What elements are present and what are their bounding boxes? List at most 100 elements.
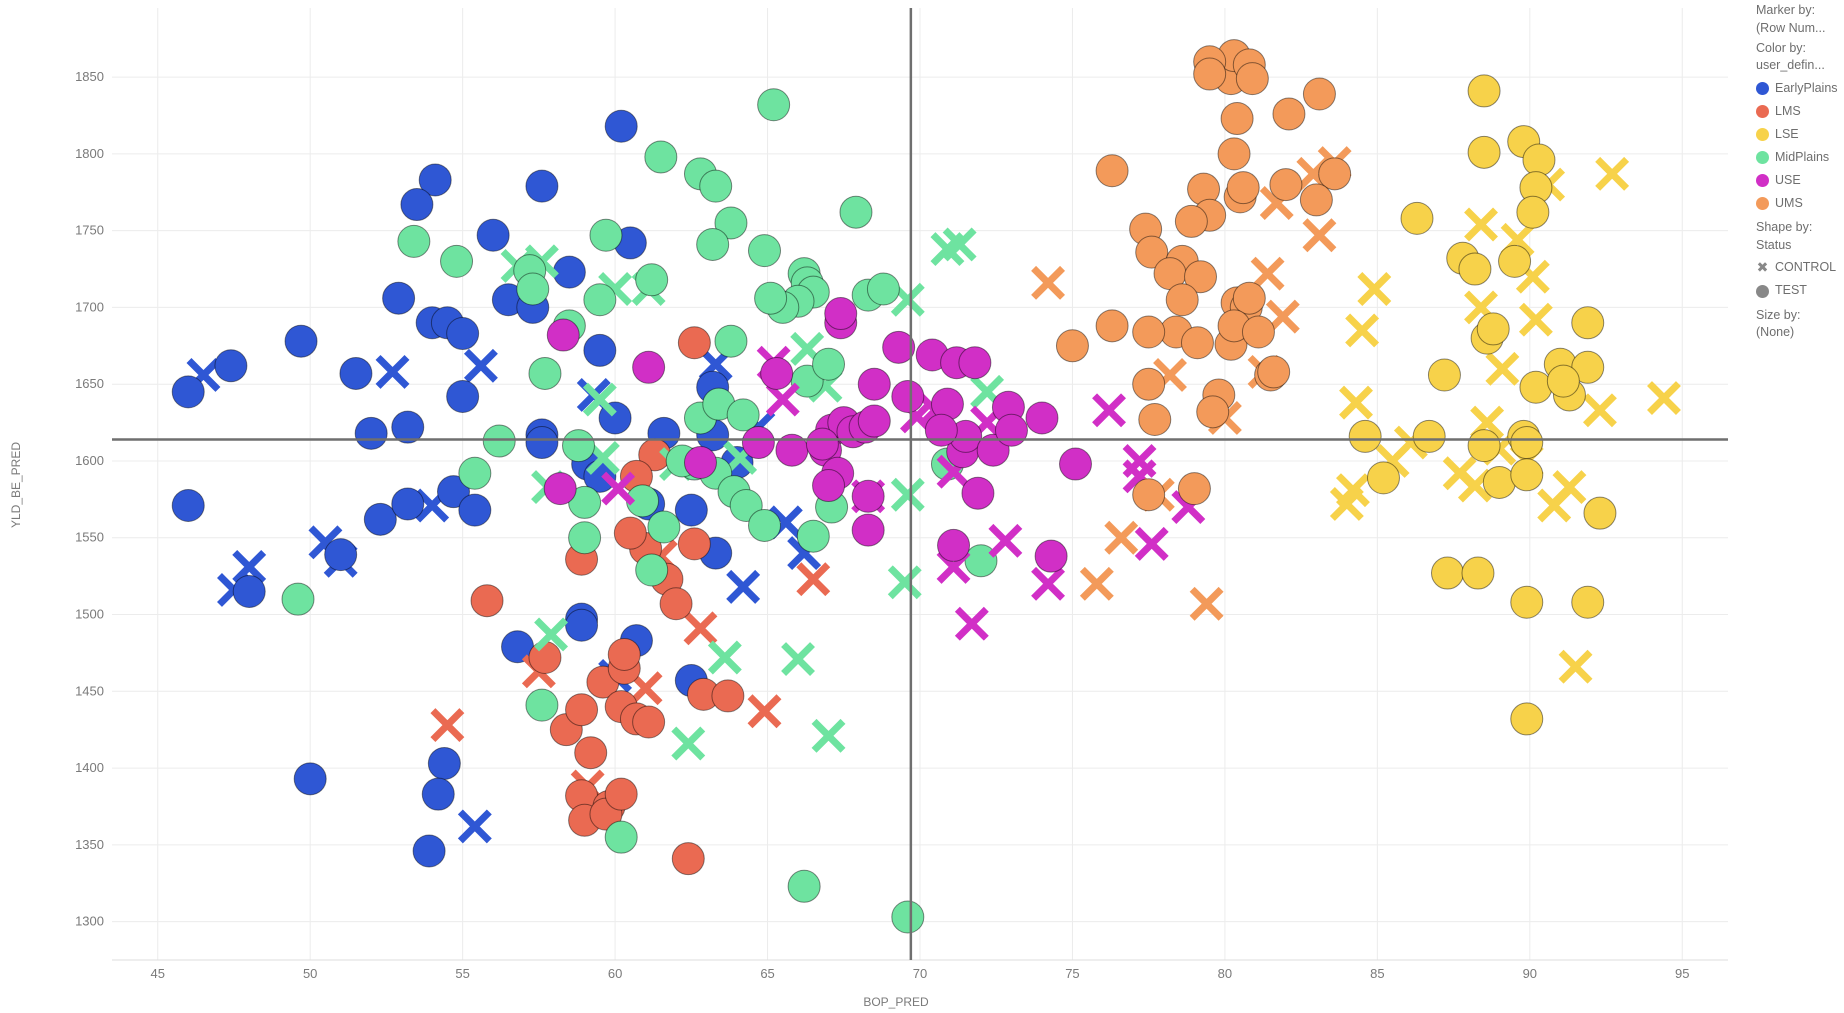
point-test-earlyplains[interactable] — [604, 109, 638, 143]
point-control-lms[interactable] — [683, 611, 718, 646]
point-control-use[interactable] — [988, 523, 1023, 558]
point-control-use[interactable] — [601, 471, 636, 506]
point-test-ums[interactable] — [1217, 137, 1251, 171]
point-test-earlyplains[interactable] — [382, 281, 416, 315]
point-test-midplains[interactable] — [568, 521, 602, 555]
point-test-lse[interactable] — [1510, 458, 1544, 492]
point-test-midplains[interactable] — [796, 519, 830, 553]
point-test-lse[interactable] — [1516, 195, 1550, 229]
point-test-use[interactable] — [683, 446, 717, 480]
point-test-earlyplains[interactable] — [354, 416, 388, 450]
point-test-midplains[interactable] — [528, 356, 562, 390]
point-control-midplains[interactable] — [534, 617, 569, 652]
point-test-midplains[interactable] — [604, 820, 638, 854]
point-test-midplains[interactable] — [525, 688, 559, 722]
point-test-lse[interactable] — [1400, 201, 1434, 235]
point-test-midplains[interactable] — [757, 88, 791, 122]
point-test-earlyplains[interactable] — [400, 188, 434, 222]
point-test-earlyplains[interactable] — [171, 488, 205, 522]
point-test-ums[interactable] — [1132, 478, 1166, 512]
point-test-lms[interactable] — [604, 777, 638, 811]
point-test-use[interactable] — [824, 297, 858, 331]
point-control-earlyplains[interactable] — [457, 809, 492, 844]
point-control-lse[interactable] — [1357, 272, 1392, 306]
point-test-use[interactable] — [632, 350, 666, 384]
point-test-ums[interactable] — [1235, 62, 1269, 96]
point-test-lse[interactable] — [1571, 585, 1605, 619]
point-test-ums[interactable] — [1220, 102, 1254, 136]
point-test-use[interactable] — [741, 426, 775, 460]
point-test-earlyplains[interactable] — [427, 746, 461, 780]
point-control-lse[interactable] — [1485, 351, 1520, 386]
point-test-midplains[interactable] — [482, 424, 516, 458]
point-test-ums[interactable] — [1226, 171, 1260, 205]
point-test-lms[interactable] — [470, 584, 504, 618]
point-control-lse[interactable] — [1345, 313, 1380, 348]
legend-item-lse[interactable]: LSE — [1756, 123, 1844, 146]
point-test-ums[interactable] — [1180, 326, 1214, 360]
point-test-lse[interactable] — [1461, 556, 1495, 590]
point-test-earlyplains[interactable] — [525, 426, 559, 460]
point-test-lse[interactable] — [1467, 74, 1501, 108]
point-test-use[interactable] — [546, 318, 580, 352]
point-test-lse[interactable] — [1412, 419, 1446, 453]
point-test-lms[interactable] — [671, 842, 705, 876]
point-test-lms[interactable] — [607, 637, 641, 671]
point-control-midplains[interactable] — [707, 640, 742, 675]
point-test-lse[interactable] — [1348, 419, 1382, 453]
legend-item-earlyplains[interactable]: EarlyPlains — [1756, 77, 1844, 100]
point-test-earlyplains[interactable] — [476, 218, 510, 252]
point-control-ums[interactable] — [1302, 218, 1337, 253]
point-control-lse[interactable] — [1537, 488, 1572, 523]
point-control-midplains[interactable] — [890, 477, 925, 512]
point-test-lse[interactable] — [1571, 306, 1605, 340]
point-test-midplains[interactable] — [458, 456, 492, 490]
point-test-ums[interactable] — [1302, 77, 1336, 111]
point-test-midplains[interactable] — [747, 234, 781, 268]
marker-by-value[interactable]: (Row Num... — [1756, 21, 1826, 35]
point-test-ums[interactable] — [1174, 204, 1208, 238]
point-test-lse[interactable] — [1546, 364, 1580, 398]
point-test-earlyplains[interactable] — [525, 169, 559, 203]
point-test-use[interactable] — [961, 476, 995, 510]
point-test-lms[interactable] — [711, 679, 745, 713]
point-test-use[interactable] — [805, 427, 839, 461]
point-test-midplains[interactable] — [647, 510, 681, 544]
point-test-earlyplains[interactable] — [171, 375, 205, 409]
point-test-earlyplains[interactable] — [391, 487, 425, 521]
point-control-midplains[interactable] — [582, 382, 617, 417]
point-test-earlyplains[interactable] — [418, 163, 452, 197]
point-test-midplains[interactable] — [635, 553, 669, 587]
point-test-lms[interactable] — [677, 527, 711, 561]
point-test-ums[interactable] — [1318, 157, 1352, 191]
point-test-midplains[interactable] — [397, 224, 431, 258]
point-test-midplains[interactable] — [714, 324, 748, 358]
point-test-earlyplains[interactable] — [421, 777, 455, 811]
point-control-use[interactable] — [765, 382, 800, 417]
point-test-ums[interactable] — [1196, 395, 1230, 429]
point-test-earlyplains[interactable] — [674, 493, 708, 527]
point-test-earlyplains[interactable] — [458, 493, 492, 527]
point-test-ums[interactable] — [1193, 57, 1227, 91]
point-test-use[interactable] — [882, 330, 916, 364]
point-test-earlyplains[interactable] — [232, 574, 266, 608]
point-test-earlyplains[interactable] — [284, 324, 318, 358]
point-control-earlyplains[interactable] — [375, 354, 410, 389]
point-test-earlyplains[interactable] — [583, 333, 617, 367]
point-test-ums[interactable] — [1138, 403, 1172, 437]
point-test-earlyplains[interactable] — [324, 538, 358, 572]
point-control-midplains[interactable] — [811, 718, 846, 753]
point-test-midplains[interactable] — [568, 485, 602, 519]
point-control-ums[interactable] — [1250, 256, 1285, 291]
point-test-ums[interactable] — [1177, 472, 1211, 506]
point-test-ums[interactable] — [1272, 97, 1306, 131]
point-test-lms[interactable] — [565, 693, 599, 727]
point-control-lms[interactable] — [430, 708, 465, 743]
point-test-lse[interactable] — [1498, 244, 1532, 278]
point-control-lse[interactable] — [1582, 393, 1617, 428]
point-control-earlyplains[interactable] — [726, 569, 761, 604]
point-test-lse[interactable] — [1522, 143, 1556, 177]
point-test-lms[interactable] — [677, 326, 711, 360]
point-test-lms[interactable] — [613, 516, 647, 550]
legend-item-control[interactable]: ✖ CONTROL — [1756, 257, 1844, 280]
